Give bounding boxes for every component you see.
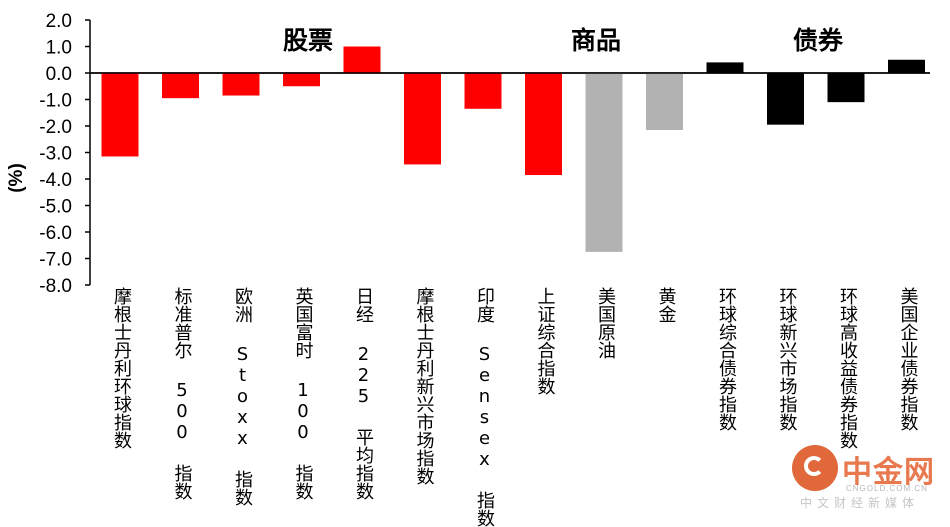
bar [525,73,562,176]
y-tick-label: -6.0 [39,223,72,244]
y-tick-label: 2.0 [46,11,72,32]
bar [404,73,441,165]
x-tick-label: 欧洲 Stoxx 指数 [232,287,253,506]
bar [706,62,744,73]
group-labels: 股票 商品 债券 [277,24,858,56]
group-label: 债券 [793,26,844,55]
bar [101,73,139,157]
x-tick-label: 上证综合指数 [534,287,556,395]
y-tick-label: -3.0 [39,144,72,165]
bar [827,73,865,103]
y-tick-label: 0.0 [46,64,72,85]
bars [90,46,930,252]
group-label-bg [277,24,339,56]
y-tick-label: -4.0 [39,170,72,191]
watermark-brand: 中金网 [842,455,935,490]
x-tick-label: 印度 Sensex 指数 [474,287,495,527]
x-tick-label: 美国企业债券指数 [897,287,919,431]
bar [162,73,199,99]
bar [283,73,320,87]
x-tick-label: 环球高收益债券指数 [837,287,858,449]
y-tick-label: -8.0 [39,276,72,297]
bar [343,46,381,73]
x-tick-label: 标准普尔 500 指数 [171,287,193,500]
bar [646,73,683,130]
x-tick-label: 环球新兴市场指数 [776,287,798,431]
y-tick-label: -1.0 [39,91,72,112]
y-tick-label: -2.0 [39,117,72,138]
bar [767,73,804,125]
group-label-bg [565,24,627,56]
group-label-bg [778,24,858,56]
x-tick-label: 英国富时 100 指数 [292,287,314,500]
cngold-logo-icon [792,445,838,491]
x-tick-label: 美国原油 [595,287,616,359]
bar [585,73,623,252]
y-axis-label: (%) [6,163,27,193]
axes: 2.0 1.0 0.0 -1.0 -2.0 -3.0 -4.0 -5.0 -6.0 -7.0 -8.… [39,11,930,297]
bar [888,59,925,73]
y-tick-label: -5.0 [39,197,72,218]
bar [464,73,502,109]
watermark-tagline: 中文财经新媒体 [800,496,920,510]
y-tick-label: -7.0 [39,250,72,271]
watermark-url: CNGOLD.COM.CN [846,484,928,493]
group-label: 商品 [571,26,621,55]
x-tick-label: 黄金 [655,287,677,323]
watermark-logo: 中金网 CNGOLD.COM.CN 中文财经新媒体 [792,445,942,511]
y-tick-label: 1.0 [46,38,72,59]
x-tick-label: 日经 225 平均指数 [353,287,374,500]
group-label: 股票 [283,26,333,55]
x-tick-label: 环球综合债券指数 [716,287,737,431]
x-tick-label: 摩根士丹利新兴市场指数 [413,287,435,485]
x-tick-label: 摩根士丹利环球指数 [111,287,132,449]
bar [222,73,260,96]
